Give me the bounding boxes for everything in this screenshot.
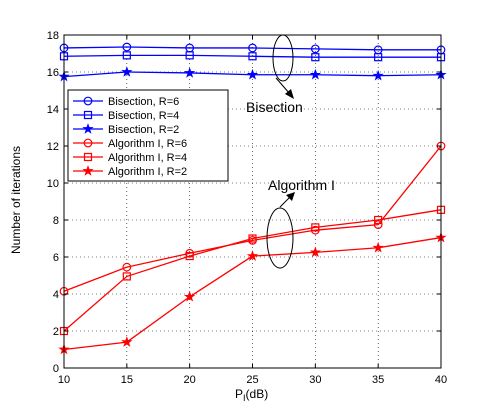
legend-marker xyxy=(82,123,94,134)
data-point xyxy=(374,215,383,225)
legend-item: Algorithm I, R=2 xyxy=(73,165,187,178)
data-point xyxy=(184,290,196,302)
series-2 xyxy=(58,66,447,82)
legend-item: Bisection, R=2 xyxy=(73,123,179,136)
algorithm-annotation: Algorithm I xyxy=(266,177,335,269)
data-point xyxy=(372,241,384,253)
x-tick-label: 10 xyxy=(58,374,70,386)
data-point xyxy=(122,51,131,60)
algorithm-arrowhead xyxy=(286,192,295,201)
data-point xyxy=(121,66,133,77)
x-tick-label: 30 xyxy=(309,374,321,386)
data-point xyxy=(248,52,257,61)
y-tick-label: 10 xyxy=(47,178,59,190)
data-point xyxy=(372,69,384,81)
y-axis-label: Number of iterations xyxy=(9,146,23,254)
bisection-annotation: Bisection xyxy=(246,34,303,115)
data-point xyxy=(122,262,132,272)
legend-marker xyxy=(83,96,93,106)
data-point xyxy=(185,251,194,261)
data-point xyxy=(122,42,132,52)
data-point xyxy=(309,246,321,258)
data-point xyxy=(374,53,383,62)
bisection-arrowhead xyxy=(285,89,294,99)
algorithm-arrow xyxy=(279,196,291,208)
legend-item: Bisection, R=4 xyxy=(73,110,179,122)
y-tick-label: 16 xyxy=(47,67,59,79)
series-line xyxy=(63,145,442,292)
plot-frame xyxy=(63,34,442,369)
legend-label: Algorithm I, R=2 xyxy=(108,166,187,178)
x-axis-label-subscript: I xyxy=(243,393,246,403)
data-point xyxy=(246,250,259,261)
legend-label: Bisection, R=2 xyxy=(108,124,179,136)
data-point xyxy=(311,53,320,62)
data-point xyxy=(311,223,320,232)
data-point xyxy=(121,336,133,347)
y-tick-label: 6 xyxy=(53,252,59,264)
y-tick-label: 18 xyxy=(47,30,59,42)
y-tick-label: 8 xyxy=(53,215,59,227)
legend-item: Algorithm I, R=6 xyxy=(73,138,187,150)
data-point xyxy=(248,43,257,53)
axis-ticks: 10 15 20 25 30 35 40 0 2 4 6 8 10 12 14 16 18 xyxy=(47,30,447,386)
bisection-ellipse xyxy=(272,34,294,82)
legend-label: Algorithm I, R=6 xyxy=(108,138,187,150)
legend-item: Bisection, R=6 xyxy=(73,96,179,108)
y-tick-label: 0 xyxy=(53,363,59,375)
x-tick-label: 20 xyxy=(184,374,196,386)
legend-marker xyxy=(83,138,93,148)
legend-label: Bisection, R=4 xyxy=(108,110,179,122)
legend-marker xyxy=(83,152,93,162)
x-axis-label-unit: (dB) xyxy=(246,387,269,401)
data-point xyxy=(373,220,383,230)
bisection-label: Bisection xyxy=(246,99,303,115)
series-1 xyxy=(59,51,446,62)
legend-label: Algorithm I, R=4 xyxy=(108,152,187,164)
x-tick-label: 15 xyxy=(121,374,133,386)
data-point xyxy=(122,272,131,281)
legend: Bisection, R=6 Bisection, R=4 Bisection, R… xyxy=(67,89,229,182)
y-tick-label: 14 xyxy=(47,104,59,116)
data-point xyxy=(248,234,257,243)
legend-box xyxy=(67,89,229,182)
series-layer xyxy=(58,42,447,355)
legend-marker xyxy=(83,110,93,120)
x-tick-label: 40 xyxy=(435,374,447,386)
data-point xyxy=(246,68,259,80)
legend-marker xyxy=(82,165,94,176)
bisection-arrow xyxy=(275,77,291,95)
data-point xyxy=(309,68,321,80)
legend-label: Bisection, R=6 xyxy=(108,96,179,108)
y-tick-label: 4 xyxy=(53,289,59,301)
algorithm-label: Algorithm I xyxy=(268,177,335,193)
series-0 xyxy=(59,42,446,55)
x-tick-label: 25 xyxy=(246,374,258,386)
data-point xyxy=(184,67,196,78)
x-axis-label-main: P xyxy=(235,387,243,401)
series-line xyxy=(63,209,442,332)
y-tick-label: 2 xyxy=(53,326,59,338)
series-line xyxy=(63,46,441,51)
data-point xyxy=(185,51,194,60)
y-tick-label: 12 xyxy=(47,141,59,153)
legend-item: Algorithm I, R=4 xyxy=(73,152,187,164)
algorithm-ellipse xyxy=(266,207,294,269)
x-tick-label: 35 xyxy=(372,374,384,386)
x-axis-label: PI(dB) xyxy=(235,387,268,403)
series-line xyxy=(63,54,441,58)
data-point xyxy=(310,44,320,54)
grid xyxy=(63,34,442,369)
